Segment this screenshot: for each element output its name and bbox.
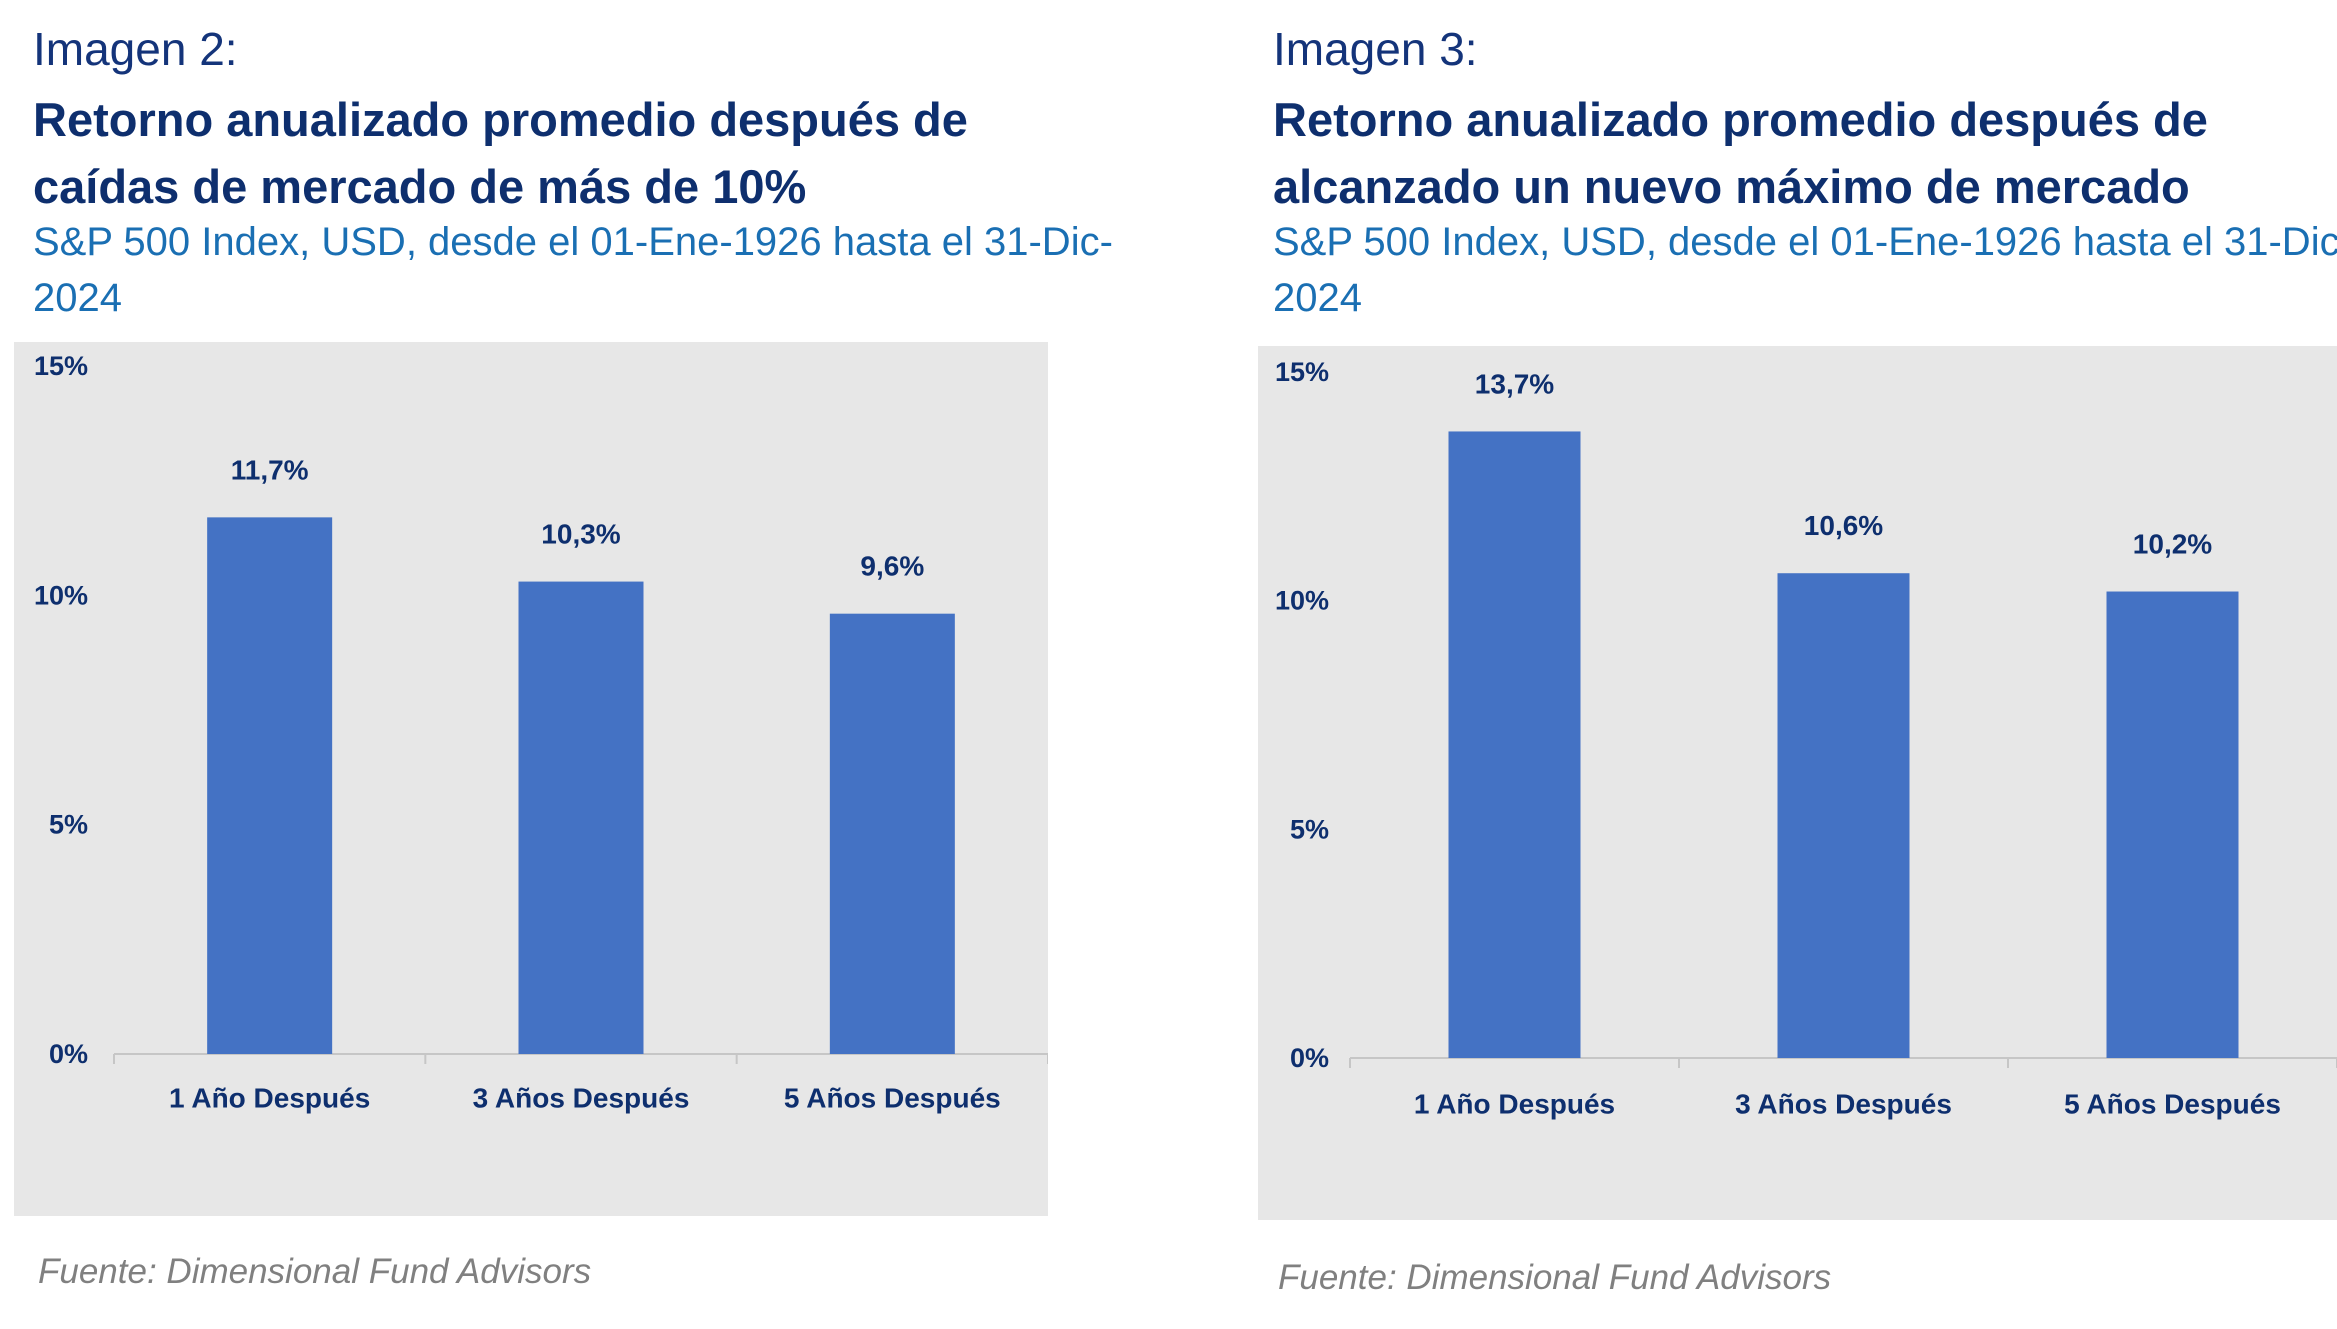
x-tick-label: 1 Año Después — [169, 1083, 370, 1114]
y-tick-label: 0% — [49, 1039, 88, 1069]
data-label: 9,6% — [860, 551, 924, 582]
chart-source: Fuente: Dimensional Fund Advisors — [38, 1252, 592, 1291]
x-tick-label: 3 Años Después — [1735, 1089, 1952, 1120]
chart-source: Fuente: Dimensional Fund Advisors — [1278, 1258, 1832, 1297]
y-tick-label: 15% — [34, 351, 88, 381]
data-label: 11,7% — [231, 454, 309, 485]
y-tick-label: 0% — [1290, 1043, 1329, 1073]
x-tick-label: 5 Años Después — [784, 1083, 1001, 1114]
bar-chart-svg: 0% 5% 10% 15% 13,7% 1 Año Después 10,6% 3 Años … — [1275, 357, 2337, 1120]
chart-title-line-2: caídas de mercado de más de 10% — [33, 160, 807, 213]
data-label: 10,3% — [541, 519, 620, 550]
y-tick-label: 10% — [34, 580, 88, 610]
bar — [829, 613, 955, 1054]
chart-title-line-2: alcanzado un nuevo máximo de mercado — [1273, 160, 2190, 213]
bar — [1777, 573, 1910, 1058]
bar — [1448, 431, 1581, 1058]
data-label: 10,2% — [2133, 529, 2212, 560]
chart-subtitle: S&P 500 Index, USD, desde el 01-Ene-1926… — [1273, 220, 2337, 320]
data-label: 10,6% — [1804, 510, 1883, 541]
data-label: 13,7% — [1475, 368, 1554, 399]
chart-subtitle: S&P 500 Index, USD, desde el 01-Ene-1926… — [33, 220, 1113, 320]
x-tick-label: 1 Año Después — [1414, 1089, 1615, 1120]
y-tick-label: 15% — [1275, 357, 1329, 387]
bar — [518, 581, 644, 1054]
bar-chart-svg: 0% 5% 10% 15% 11,7% 1 Año Después 10,3% 3 Años … — [34, 351, 1049, 1114]
bar — [2106, 591, 2239, 1058]
x-tick-label: 5 Años Después — [2064, 1089, 2281, 1120]
chart-label: Imagen 3: — [1273, 23, 1478, 75]
y-tick-label: 5% — [1290, 814, 1329, 844]
chart-title-line-1: Retorno anualizado promedio después de — [33, 93, 968, 146]
y-tick-label: 10% — [1275, 586, 1329, 616]
x-tick-label: 3 Años Después — [473, 1083, 690, 1114]
chart-title-line-1: Retorno anualizado promedio después de — [1273, 93, 2208, 146]
bar — [207, 517, 333, 1054]
y-tick-label: 5% — [49, 810, 88, 840]
plot-area: 0% 5% 10% 15% 13,7% 1 Año Después 10,6% 3 Años … — [1258, 346, 2337, 1220]
plot-area: 0% 5% 10% 15% 11,7% 1 Año Después 10,3% 3 Años … — [14, 342, 1049, 1216]
chart-label: Imagen 2: — [33, 23, 238, 75]
